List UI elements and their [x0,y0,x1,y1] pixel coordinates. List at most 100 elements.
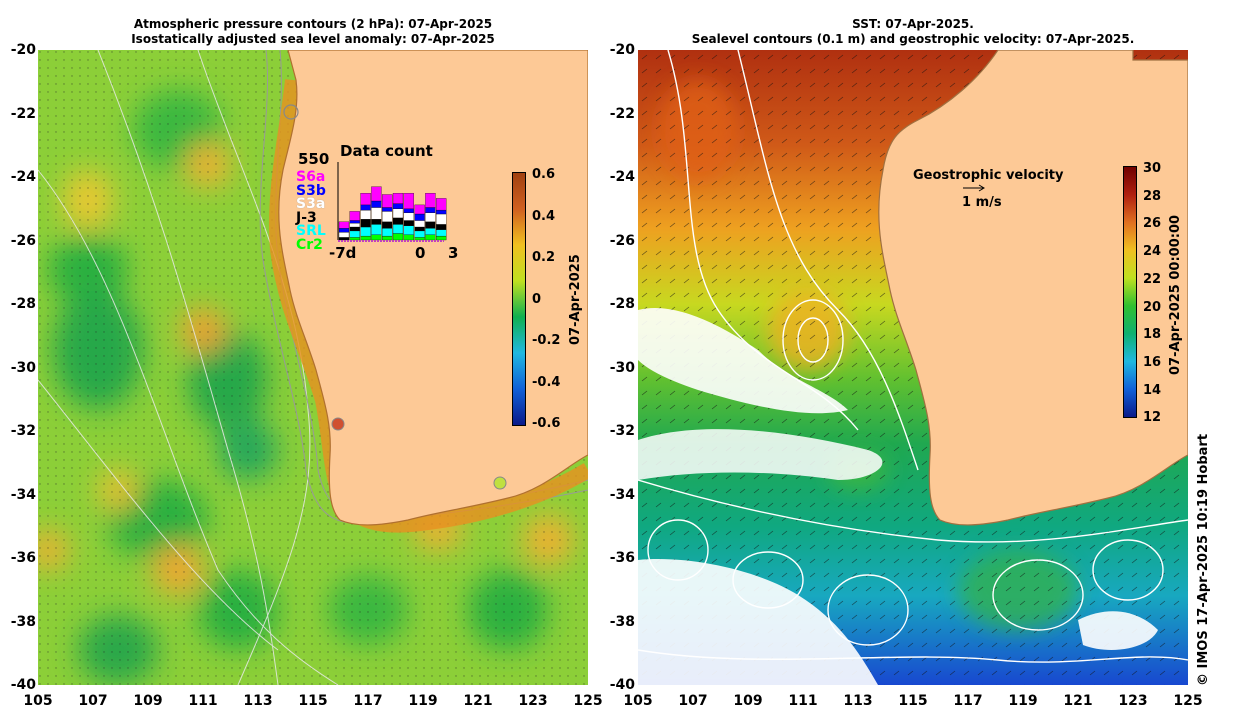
lon-tick-label: 117 [953,693,983,709]
data-count-bar-segment [392,233,404,241]
lat-tick-label: -34 [609,486,635,503]
data-count-bar-segment [371,224,382,235]
tide-gauge-marker-albany[interactable] [493,476,507,490]
lon-tick-label: 119 [408,693,438,709]
cloud-mask [638,308,1158,685]
colorbar-tick-label: 22 [1143,271,1162,287]
colorbar-tick-label: 20 [1143,299,1162,315]
lat-tick-label: -40 [10,677,36,693]
data-count-bar-segment [382,228,393,237]
data-count-bar-segment [371,234,382,241]
data-count-bar-segment [403,220,414,226]
data-count-bar-segment [349,222,360,228]
lon-tick-label: 111 [188,693,218,709]
data-count-bar-segment [360,226,371,237]
sst-colorbar-label: 07-Apr-2025 00:00:00 [1168,214,1183,375]
lat-tick-label: -24 [609,169,635,185]
lon-tick-label: 125 [573,693,603,709]
data-count-bar-segment [436,198,447,211]
lat-tick-label: -34 [10,486,36,503]
tide-gauge-marker-fremantle[interactable] [331,417,345,431]
velocity-scale-label: 1 m/s [962,195,1002,210]
lon-tick-label: 121 [1063,693,1093,709]
data-count-bar-segment [360,209,371,220]
data-count-title: Data count [340,142,433,160]
data-count-bar-segment [360,204,371,211]
data-count-bar-segment [360,235,371,241]
left-title-line1: Atmospheric pressure contours (2 hPa): 0… [133,17,493,31]
lat-tick-label: -30 [10,359,36,376]
data-count-bar-segment [338,232,350,238]
lon-tick-label: 109 [133,693,163,709]
colorbar-tick-label: 26 [1143,216,1162,232]
sea-level-contours [638,50,1188,663]
lon-tick-label: 121 [463,693,493,709]
lat-tick-label: -26 [10,232,36,249]
data-count-bar-segment [371,207,382,220]
data-count-bar-segment [382,221,393,229]
lat-tick-label: -32 [609,423,635,439]
data-count-bar-segment [360,193,371,206]
lat-tick-label: -36 [609,550,635,566]
colorbar-tick-label: 16 [1143,354,1162,370]
data-count-x-mid: 0 [415,244,426,262]
colorbar-tick-label: 0.4 [532,208,556,224]
sla-map-svg [38,50,588,685]
data-count-bar-segment [392,208,404,219]
lon-tick-label: 113 [243,693,273,709]
data-count-bar-segment [349,230,360,238]
data-count-bar-segment [403,208,414,213]
data-count-bar-segment [338,221,350,229]
sea-level-anomaly-map[interactable] [38,50,588,685]
lon-tick-label: 123 [518,693,548,709]
data-count-x-start: -7d [329,244,357,262]
colorbar-tick-label: -0.4 [532,374,561,390]
lat-tick-label: -20 [10,42,36,58]
data-count-bar-segment [360,219,371,228]
lat-tick-label: -38 [10,613,36,630]
data-count-bar-segment [349,220,360,224]
right-title-line2: Sealevel contours (0.1 m) and geostrophi… [691,32,1135,46]
lon-tick-label: 105 [23,693,53,709]
sst-coastline-land [878,50,1188,526]
data-count-max: 550 [298,150,330,168]
data-count-bar-segment [436,235,447,241]
mission-label: S3b [296,182,326,199]
colorbar-tick-label: 24 [1143,244,1162,260]
colorbar-tick-label: 12 [1143,410,1162,426]
data-count-bar-segment [382,211,393,222]
colorbar-tick-label: 0.2 [532,250,556,265]
data-count-bar-segment [371,200,382,208]
data-count-bar-segment [414,204,425,215]
colorbar-tick-label: 30 [1143,161,1162,176]
data-count-bar-segment [392,203,404,209]
coastline-land [278,50,588,526]
data-count-bar-segment [349,237,360,241]
lon-tick-label: 107 [678,693,708,709]
data-count-bar-segment [436,229,447,237]
sst-map[interactable] [638,50,1188,685]
data-count-bar-segment [414,226,425,232]
data-count-bar-segment [403,212,414,221]
mission-label: SRL [296,223,326,239]
lon-tick-label: 109 [733,693,763,709]
data-count-bar-segment [425,193,436,208]
colorbar-tick-label: -0.2 [532,333,561,348]
mission-label: S6a [296,169,326,185]
data-count-bar-segment [425,228,436,235]
data-count-bar-segment [349,226,360,232]
lon-tick-label: 115 [898,693,928,709]
data-count-bar-segment [425,234,436,241]
data-count-bar-segment [349,211,360,221]
left-title-line2: Isostatically adjusted sea level anomaly… [131,32,495,46]
coastal-anomaly-band [268,79,588,533]
data-count-bar-segment [371,186,382,202]
lat-tick-label: -26 [609,232,635,249]
lon-tick-label: 107 [78,693,108,709]
sst-map-svg [638,50,1188,685]
data-count-bar-segment [371,219,382,225]
right-map-title: SST: 07-Apr-2025. Sealevel contours (0.1… [638,17,1188,47]
data-count-bar-segment [382,194,393,208]
tide-gauge-marker-north[interactable] [283,104,299,120]
colorbar-tick-label: 18 [1143,327,1162,343]
